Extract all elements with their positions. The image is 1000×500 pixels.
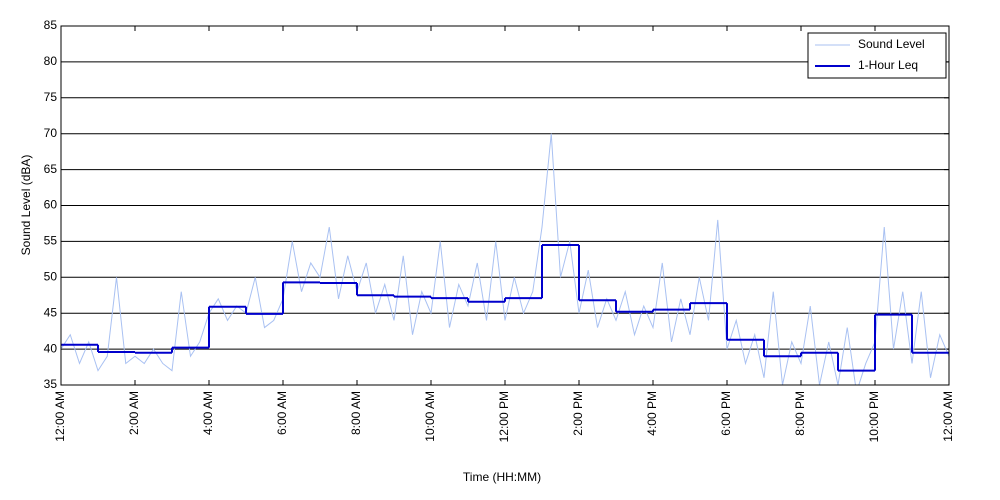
legend-label: Sound Level (858, 37, 925, 51)
y-tick-label: 65 (44, 162, 58, 176)
y-tick-label: 75 (44, 90, 58, 104)
x-tick-label: 12:00 AM (53, 391, 67, 442)
x-tick-label: 4:00 AM (201, 391, 215, 435)
x-tick-label: 12:00 PM (497, 391, 511, 442)
y-tick-label: 50 (44, 269, 58, 283)
x-tick-label: 6:00 PM (719, 391, 733, 436)
x-tick-label: 2:00 PM (571, 391, 585, 436)
y-tick-label: 55 (44, 234, 58, 248)
y-tick-label: 70 (44, 126, 58, 140)
y-tick-label: 60 (44, 198, 58, 212)
legend-label: 1-Hour Leq (858, 58, 918, 72)
y-axis-label: Sound Level (dBA) (19, 155, 33, 256)
x-tick-label: 6:00 AM (275, 391, 289, 435)
plot-frame (60, 25, 950, 386)
legend (807, 32, 947, 79)
y-tick-label: 35 (44, 377, 58, 391)
x-tick-label: 12:00 AM (941, 391, 955, 442)
x-tick-label: 2:00 AM (127, 391, 141, 435)
y-tick-label: 80 (44, 54, 58, 68)
x-axis-label: Time (HH:MM) (463, 470, 541, 484)
plot-area (61, 133, 949, 385)
x-tick-label: 10:00 AM (423, 391, 437, 442)
x-tick-label: 10:00 PM (867, 391, 881, 442)
y-tick-label: 45 (44, 305, 58, 319)
x-tick-label: 8:00 PM (793, 391, 807, 436)
y-tick-label: 40 (44, 341, 58, 355)
x-tick-label: 8:00 AM (349, 391, 363, 435)
y-tick-label: 85 (44, 18, 58, 32)
x-tick-label: 4:00 PM (645, 391, 659, 436)
